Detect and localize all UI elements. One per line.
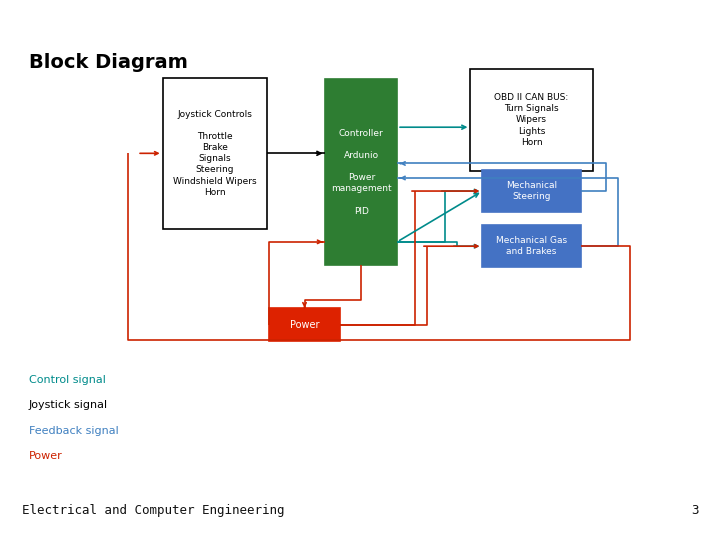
- Bar: [482, 225, 581, 267]
- Text: Power: Power: [289, 320, 319, 329]
- Text: Joystick Controls

Throttle
Brake
Signals
Steering
Windshield Wipers
Horn: Joystick Controls Throttle Brake Signals…: [173, 110, 257, 197]
- Text: OBD II CAN BUS:
Turn Signals
Wipers
Lights
Horn: OBD II CAN BUS: Turn Signals Wipers Ligh…: [495, 93, 569, 147]
- Text: 3: 3: [691, 504, 698, 517]
- Text: Feedback signal: Feedback signal: [29, 426, 119, 436]
- Text: Power: Power: [29, 451, 63, 461]
- Text: Mechanical Gas
and Brakes: Mechanical Gas and Brakes: [496, 236, 567, 256]
- Bar: [325, 79, 397, 265]
- Bar: [470, 69, 593, 171]
- Text: Joystick signal: Joystick signal: [29, 401, 108, 410]
- Text: Electrical and Computer Engineering: Electrical and Computer Engineering: [22, 504, 284, 517]
- Bar: [163, 78, 267, 229]
- Text: Mechanical
Steering: Mechanical Steering: [506, 181, 557, 201]
- Text: Controller

Ardunio

Power
management

PID: Controller Ardunio Power management PID: [331, 129, 392, 215]
- Text: UMassAmherst: UMassAmherst: [9, 10, 162, 28]
- Text: Control signal: Control signal: [29, 375, 106, 385]
- Bar: [482, 170, 581, 212]
- Bar: [269, 308, 341, 341]
- Text: Block Diagram: Block Diagram: [29, 53, 188, 72]
